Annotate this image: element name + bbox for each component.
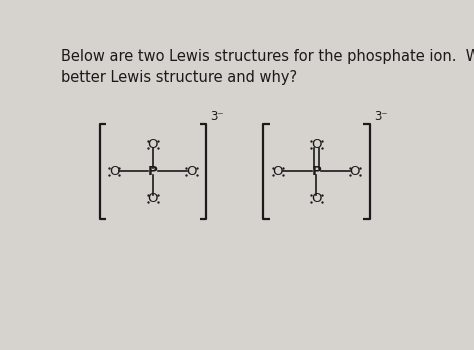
Text: O: O xyxy=(311,192,322,205)
Text: P: P xyxy=(311,165,321,178)
Text: P: P xyxy=(148,165,158,178)
Text: O: O xyxy=(311,138,322,151)
Text: better Lewis structure and why?: better Lewis structure and why? xyxy=(61,70,297,85)
Text: 3⁻: 3⁻ xyxy=(210,110,224,123)
Text: O: O xyxy=(273,165,283,178)
Text: O: O xyxy=(350,165,360,178)
Text: 3⁻: 3⁻ xyxy=(374,110,388,123)
Text: O: O xyxy=(148,138,158,151)
Text: O: O xyxy=(148,192,158,205)
Text: Below are two Lewis structures for the phosphate ion.  Which one is th: Below are two Lewis structures for the p… xyxy=(61,49,474,64)
Text: O: O xyxy=(186,165,197,178)
Text: O: O xyxy=(109,165,119,178)
